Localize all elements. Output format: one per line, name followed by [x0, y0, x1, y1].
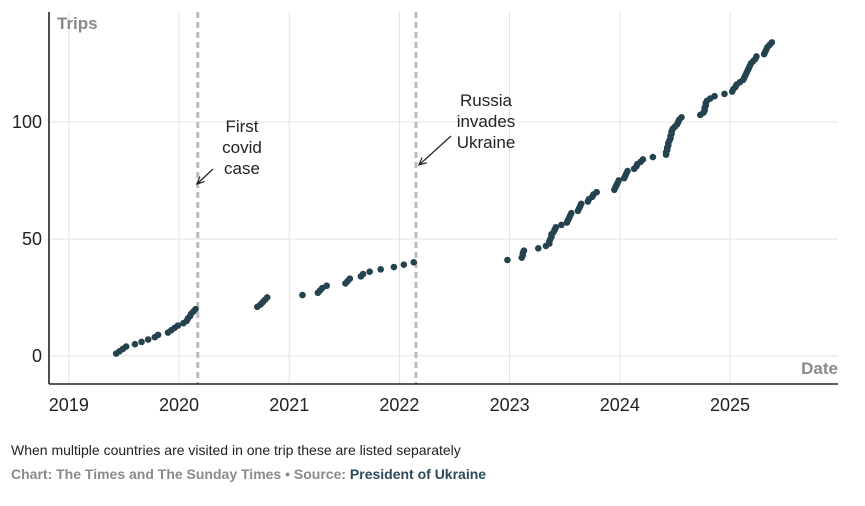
x-axis-title: Date: [801, 359, 838, 378]
chart-credit: Chart: The Times and The Sunday Times • …: [11, 466, 486, 482]
x-tick-label: 2019: [49, 395, 89, 415]
event-annotation: First covid case: [222, 117, 262, 178]
trip-point: [753, 53, 760, 60]
trip-point: [534, 245, 542, 252]
gridlines: [49, 12, 838, 384]
trip-point: [390, 263, 398, 271]
trip-point: [323, 282, 330, 290]
axes: [48, 12, 838, 385]
trip-point: [711, 92, 718, 100]
trip-point: [504, 256, 511, 264]
trip-point: [346, 275, 354, 283]
trip-point: [768, 39, 776, 46]
trip-point: [678, 113, 685, 121]
trip-point: [138, 338, 145, 346]
trip-point: [649, 153, 657, 161]
credit-text: Chart: The Times and The Sunday Times • …: [11, 466, 350, 482]
trip-point: [577, 200, 585, 208]
trip-point: [359, 270, 367, 278]
x-tick-label: 2020: [159, 395, 199, 415]
trip-point: [721, 90, 728, 98]
trip-point: [624, 167, 631, 175]
annotation-arrow: [418, 135, 452, 166]
y-tick-label: 100: [12, 112, 42, 132]
trip-point: [122, 343, 130, 350]
annotation-arrowhead: [195, 176, 205, 185]
trip-point: [299, 291, 306, 299]
y-tick-label: 50: [22, 229, 42, 249]
trip-point: [192, 305, 199, 313]
trip-point: [593, 188, 600, 196]
x-tick-label: 2022: [379, 395, 419, 415]
data-points: [112, 39, 776, 357]
trip-point: [400, 261, 408, 268]
y-axis-title: Trips: [57, 14, 98, 33]
trip-point: [568, 209, 575, 217]
trip-point: [366, 268, 373, 275]
event-markers: First covid case Russia invades Ukraine: [195, 12, 516, 384]
trip-point: [615, 177, 623, 184]
event-annotation: Russia invades Ukraine: [457, 91, 516, 152]
x-tick-label: 2023: [490, 395, 530, 415]
trip-point: [377, 266, 384, 273]
trip-point: [558, 221, 565, 229]
trip-point: [520, 247, 528, 254]
trip-point: [144, 336, 152, 343]
chart-footnote: When multiple countries are visited in o…: [11, 442, 461, 458]
trip-point: [131, 340, 139, 348]
x-tick-label: 2025: [710, 395, 750, 415]
trip-point: [154, 331, 162, 339]
source-link[interactable]: President of Ukraine: [349, 466, 487, 482]
axis-labels: 2019 2020 2021 2022 2023 2024 2025 0 50 100 Trips D…: [12, 14, 838, 415]
x-tick-label: 2021: [269, 395, 309, 415]
annotation-arrowhead: [417, 157, 427, 166]
y-tick-label: 0: [32, 346, 42, 366]
trip-point: [639, 156, 647, 163]
trip-point: [552, 223, 560, 231]
trip-point: [410, 259, 418, 266]
trip-point: [263, 294, 271, 301]
annotation-arrow: [196, 168, 214, 185]
trip-point: [174, 322, 182, 329]
x-tick-label: 2024: [600, 395, 640, 415]
